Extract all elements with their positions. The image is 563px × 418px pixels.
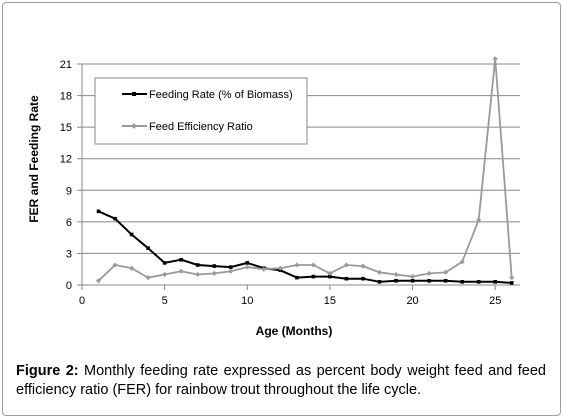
caption-label: Figure 2: — [16, 363, 79, 379]
data-point-feeding-rate — [443, 278, 448, 283]
data-point-feeding-rate — [96, 209, 101, 214]
data-point-fer — [393, 271, 399, 278]
data-point-feeding-rate — [228, 265, 233, 269]
legend-box — [94, 77, 308, 145]
legend-marker-fer — [131, 123, 137, 129]
series-line-fer — [97, 57, 513, 282]
data-point-fer — [294, 262, 300, 268]
data-point-feeding-rate — [377, 280, 382, 284]
y-tick-label: 3 — [66, 248, 72, 260]
data-point-feeding-rate — [245, 261, 250, 265]
x-tick-label: 5 — [162, 295, 168, 307]
data-point-feeding-rate — [394, 278, 398, 283]
x-tick-label: 20 — [406, 295, 418, 307]
y-tick-label: 15 — [60, 122, 72, 134]
data-point-fer — [443, 269, 449, 275]
data-point-feeding-rate — [212, 264, 217, 268]
data-point-fer — [410, 274, 416, 280]
y-tick-label: 18 — [60, 91, 72, 103]
data-point-feeding-rate — [162, 261, 167, 265]
data-point-feeding-rate — [361, 276, 365, 281]
data-point-fer — [178, 268, 184, 274]
data-point-fer — [492, 56, 498, 62]
axes: 0 3 6 9 12 15 18 21 0 5 10 15 20 25 — [60, 59, 520, 307]
data-point-fer — [327, 270, 333, 276]
x-axis-title: Age (Months) — [256, 324, 333, 338]
data-point-fer — [310, 262, 316, 268]
data-point-feeding-rate — [344, 276, 349, 281]
data-point-fer — [261, 266, 267, 272]
y-tick-label: 12 — [60, 154, 72, 166]
x-tick-label: 10 — [241, 295, 253, 307]
data-point-feeding-rate — [195, 263, 200, 267]
x-tick-label: 15 — [324, 295, 336, 307]
plot-area-top — [76, 44, 521, 52]
data-point-feeding-rate — [328, 274, 332, 279]
y-tick-label: 6 — [66, 217, 72, 229]
y-axis-title: FER and Feeding Rate — [27, 95, 41, 223]
data-point-feeding-rate — [509, 281, 514, 285]
legend-label-fer: Feed Efficiency Ratio — [149, 121, 253, 133]
data-point-feeding-rate — [427, 278, 431, 283]
series-layer — [95, 56, 515, 285]
data-point-fer — [426, 270, 432, 276]
data-point-feeding-rate — [493, 280, 498, 284]
data-point-fer — [211, 270, 217, 276]
data-point-fer — [244, 264, 250, 270]
data-point-feeding-rate — [295, 275, 299, 280]
x-tick-label: 25 — [489, 295, 501, 307]
data-point-feeding-rate — [410, 278, 415, 283]
caption-text: Monthly feeding rate expressed as percen… — [16, 363, 546, 398]
data-point-fer — [277, 265, 283, 271]
y-tick-label: 9 — [66, 185, 72, 197]
figure-caption: Figure 2: Monthly feeding rate expressed… — [16, 362, 546, 400]
data-point-fer — [343, 262, 349, 268]
data-point-fer — [360, 263, 366, 269]
data-point-fer — [376, 269, 383, 275]
data-point-fer — [459, 259, 465, 265]
data-point-feeding-rate — [460, 280, 464, 284]
data-point-fer — [145, 275, 151, 281]
data-point-fer — [195, 271, 201, 278]
data-point-feeding-rate — [146, 246, 150, 250]
data-point-fer — [162, 271, 168, 278]
data-point-feeding-rate — [113, 216, 117, 221]
data-point-feeding-rate — [129, 232, 134, 237]
y-tick-label: 0 — [66, 280, 72, 292]
data-point-feeding-rate — [311, 274, 316, 279]
x-tick-label: 0 — [79, 295, 85, 307]
data-point-fer — [129, 265, 135, 271]
series-line-feeding-rate — [98, 210, 512, 284]
data-point-feeding-rate — [476, 280, 481, 284]
y-tick-label: 21 — [60, 59, 72, 71]
data-point-fer — [112, 262, 118, 268]
data-point-feeding-rate — [179, 257, 183, 262]
legend-marker-feeding-rate — [132, 92, 136, 96]
legend-label-feeding-rate: Feeding Rate (% of Biomass) — [149, 89, 293, 101]
data-point-fer — [509, 275, 515, 281]
data-point-fer — [228, 268, 234, 274]
line-chart: 0 3 6 9 12 15 18 21 0 5 10 15 20 25 Feeding Rate (% o… — [27, 44, 521, 338]
